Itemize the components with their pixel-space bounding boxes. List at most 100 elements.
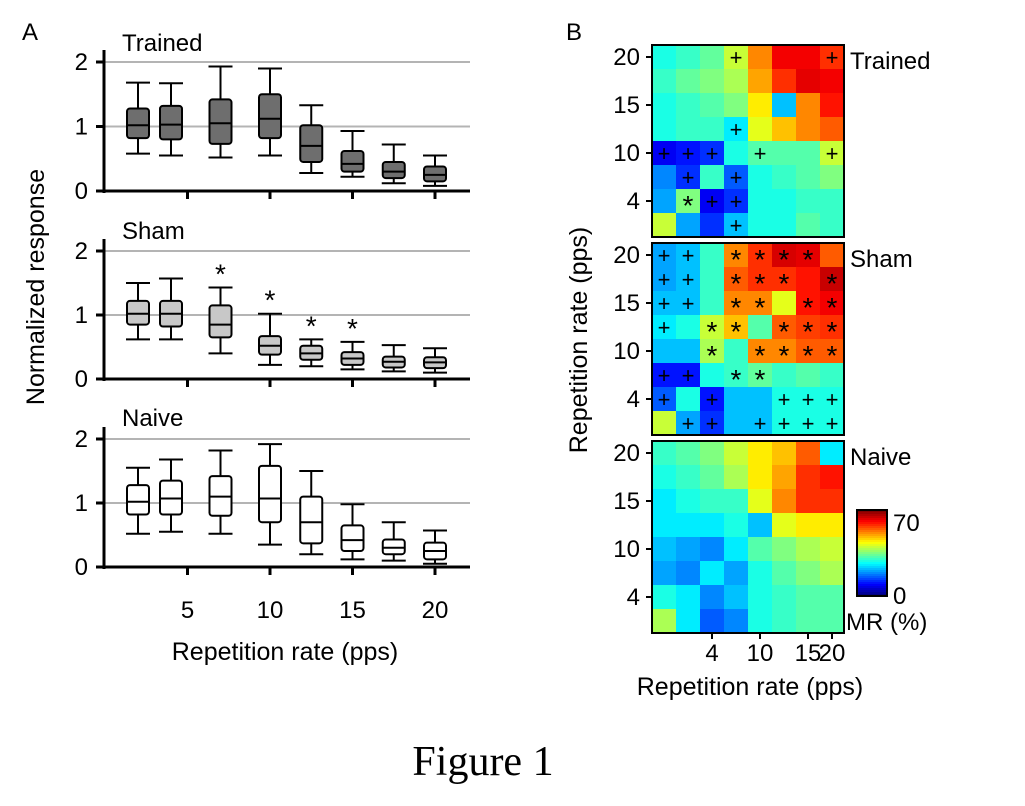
box-trained-7 bbox=[208, 65, 233, 159]
heatmap-cell bbox=[676, 363, 701, 388]
colorbar-segment bbox=[857, 520, 887, 523]
heatmap-cell bbox=[700, 441, 725, 466]
colorbar-segment bbox=[857, 588, 887, 591]
colorbar-segment bbox=[857, 526, 887, 529]
colorbar-segment bbox=[857, 528, 887, 531]
heatmap-cell bbox=[772, 243, 797, 268]
heatmap-cell bbox=[676, 339, 701, 364]
colorbar bbox=[856, 509, 888, 597]
box-naive-20 bbox=[423, 529, 447, 565]
x-tick-label: 4 bbox=[705, 640, 718, 667]
plus-mark: + bbox=[658, 267, 671, 292]
heatmap-cell bbox=[724, 93, 749, 118]
plus-mark: + bbox=[682, 363, 695, 388]
x-tick-label: 10 bbox=[257, 597, 284, 624]
panel-a-x-axis-label: Repetition rate (pps) bbox=[172, 638, 399, 666]
box-trained-10 bbox=[258, 67, 282, 157]
heatmap-cell bbox=[796, 609, 821, 634]
colorbar-segment bbox=[857, 558, 887, 561]
heatmap-cell bbox=[652, 189, 677, 214]
heatmap-cell bbox=[796, 243, 821, 268]
plus-mark: + bbox=[682, 411, 695, 436]
heatmap-cell bbox=[700, 465, 725, 490]
heatmap-cell bbox=[748, 267, 773, 292]
colorbar-segment bbox=[857, 550, 887, 553]
box-iqr bbox=[299, 495, 324, 545]
heatmap-cell bbox=[700, 363, 725, 388]
y-tick-label: 15 bbox=[613, 290, 640, 317]
heatmap-cell bbox=[772, 387, 797, 412]
plus-mark: + bbox=[682, 267, 695, 292]
heatmap-cell bbox=[676, 243, 701, 268]
heatmap-cell bbox=[772, 561, 797, 586]
x-tick-label: 20 bbox=[422, 597, 449, 624]
heatmap-cell bbox=[820, 339, 845, 364]
colorbar-segment bbox=[857, 562, 887, 565]
box-iqr bbox=[208, 98, 233, 145]
significance-asterisk: * bbox=[347, 313, 358, 344]
heatmap-cell bbox=[676, 513, 701, 538]
box-naive-10 bbox=[258, 443, 282, 546]
box-naive-15 bbox=[340, 503, 365, 561]
heatmap-cell bbox=[652, 213, 677, 238]
heatmap-cell bbox=[700, 213, 725, 238]
box-sham-12.5 bbox=[299, 338, 324, 368]
heatmap-cell bbox=[652, 561, 677, 586]
y-tick-label: 15 bbox=[613, 488, 640, 515]
significance-asterisk: * bbox=[215, 258, 226, 289]
heatmap-cell bbox=[676, 609, 701, 634]
heatmap-title-naive: Naive bbox=[850, 444, 911, 471]
plus-mark: + bbox=[706, 387, 719, 412]
box-sham-4 bbox=[159, 277, 183, 341]
colorbar-segment bbox=[857, 512, 887, 515]
y-tick-label: 2 bbox=[75, 238, 88, 265]
heatmap-cell bbox=[820, 363, 845, 388]
heatmap-cell bbox=[796, 189, 821, 214]
heatmap-cell bbox=[748, 69, 773, 94]
asterisk-mark: * bbox=[827, 340, 838, 371]
box-trained-15 bbox=[340, 130, 365, 178]
asterisk-mark: * bbox=[827, 316, 838, 347]
box-naive-7 bbox=[208, 449, 233, 535]
heatmap-cell bbox=[772, 117, 797, 142]
y-tick-label: 15 bbox=[613, 92, 640, 119]
panel-a-letter: A bbox=[22, 19, 38, 46]
heatmap-cell bbox=[748, 45, 773, 70]
subpanel-title-naive: Naive bbox=[122, 405, 183, 432]
heatmap-cell bbox=[748, 315, 773, 340]
heatmap-cell bbox=[820, 441, 845, 466]
heatmap-cell bbox=[772, 213, 797, 238]
heatmap-cell bbox=[796, 387, 821, 412]
heatmap-cell bbox=[796, 561, 821, 586]
panel-a-y-axis-label: Normalized response bbox=[22, 169, 50, 405]
heatmap-cell bbox=[820, 513, 845, 538]
heatmap-cell bbox=[724, 585, 749, 610]
heatmap-cell bbox=[772, 411, 797, 436]
heatmap-cell bbox=[700, 45, 725, 70]
heatmap-cell bbox=[748, 441, 773, 466]
heatmap-cell bbox=[772, 267, 797, 292]
colorbar-segment bbox=[857, 532, 887, 535]
heatmap-cell bbox=[724, 243, 749, 268]
box-trained-17.5 bbox=[381, 143, 406, 185]
heatmap-cell bbox=[748, 291, 773, 316]
heatmap-cell bbox=[724, 537, 749, 562]
colorbar-segment bbox=[857, 540, 887, 543]
heatmap-cell bbox=[700, 189, 725, 214]
heatmap-cell bbox=[676, 45, 701, 70]
colorbar-segment bbox=[857, 570, 887, 573]
heatmap-cell bbox=[796, 339, 821, 364]
colorbar-segment bbox=[857, 514, 887, 517]
heatmap-cell bbox=[676, 489, 701, 514]
heatmap-cell bbox=[820, 69, 845, 94]
heatmap-cell bbox=[724, 561, 749, 586]
colorbar-max-label: 70 bbox=[893, 510, 920, 537]
heatmap-cell bbox=[724, 465, 749, 490]
box-iqr bbox=[208, 304, 233, 339]
asterisk-mark: * bbox=[803, 340, 814, 371]
heatmap-cell bbox=[724, 513, 749, 538]
asterisk-mark: * bbox=[731, 292, 742, 323]
